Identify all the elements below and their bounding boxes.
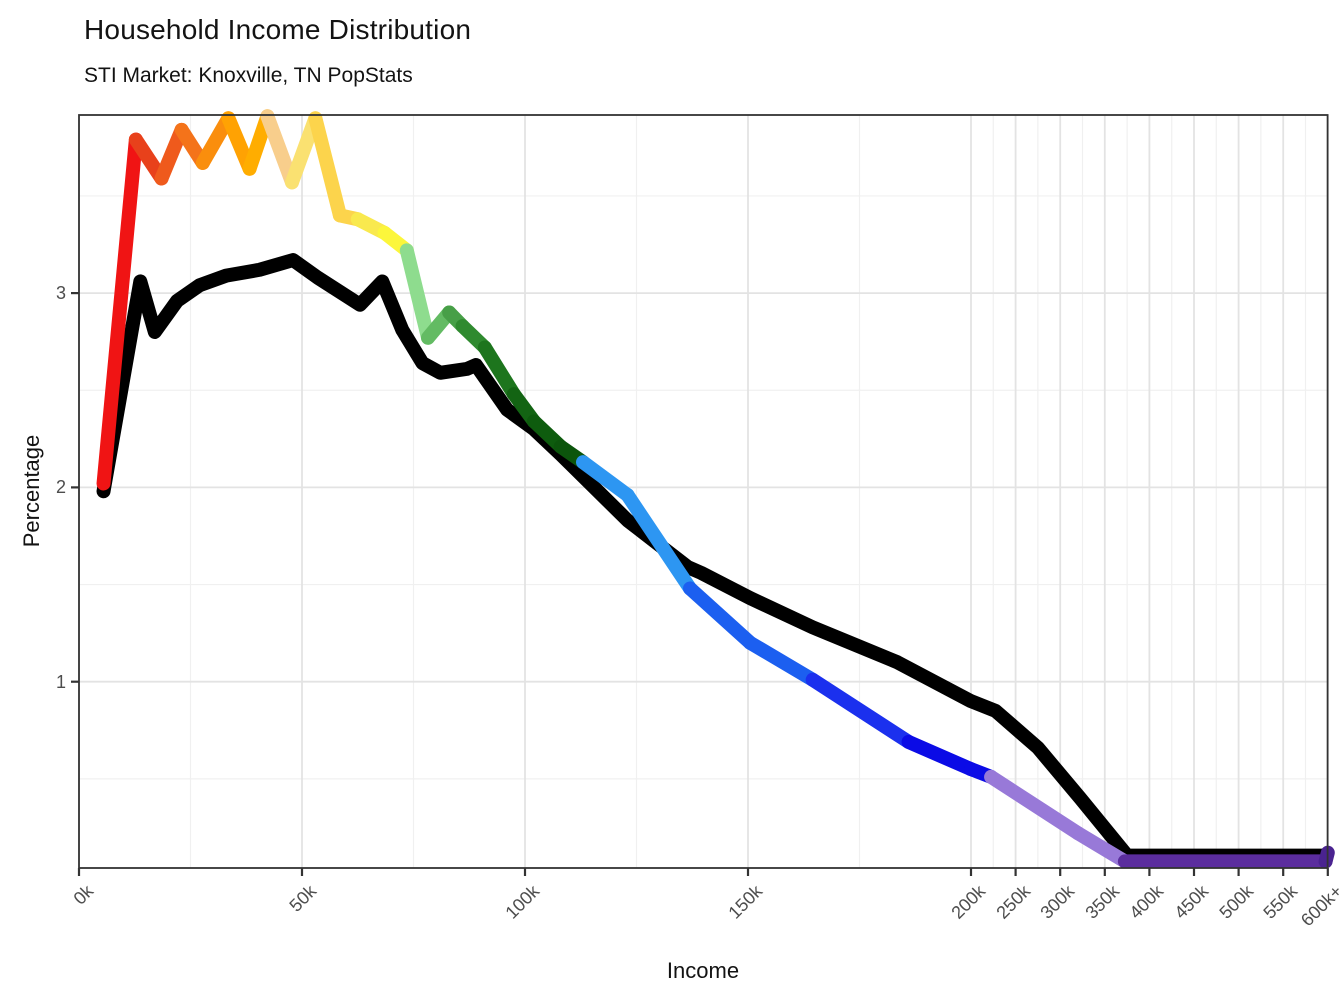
series-rainbow-segment	[96, 132, 143, 491]
series-rainbow-segment	[620, 488, 698, 596]
panel-background	[79, 115, 1328, 868]
y-tick-label-2: 2	[55, 477, 66, 498]
series-rainbow-segment	[477, 340, 521, 402]
chart-title: Household Income Distribution	[84, 14, 472, 45]
x-axis-title: Income	[666, 958, 740, 983]
chart-subtitle: STI Market: Knoxville, TN PopStats	[84, 64, 413, 87]
series-rainbow-segment	[984, 769, 1086, 841]
panel-border	[78, 114, 1329, 869]
series-rainbow-segment	[683, 581, 758, 650]
series-rainbow-segment	[575, 455, 635, 503]
series-rainbow-segment	[260, 109, 299, 190]
series-rainbow-segment	[1071, 826, 1132, 869]
series-rainbow-segment	[805, 672, 916, 749]
series-rainbow-segment	[308, 111, 347, 223]
series-rainbow-segment	[901, 734, 978, 777]
series-rainbow-segment	[154, 122, 189, 186]
y-tick-label-1: 1	[55, 671, 66, 692]
series-rainbow-segment	[743, 635, 820, 687]
series-rainbow-segment	[399, 243, 435, 345]
series-black-line	[96, 253, 1333, 863]
y-tick-label-3: 3	[55, 283, 66, 304]
